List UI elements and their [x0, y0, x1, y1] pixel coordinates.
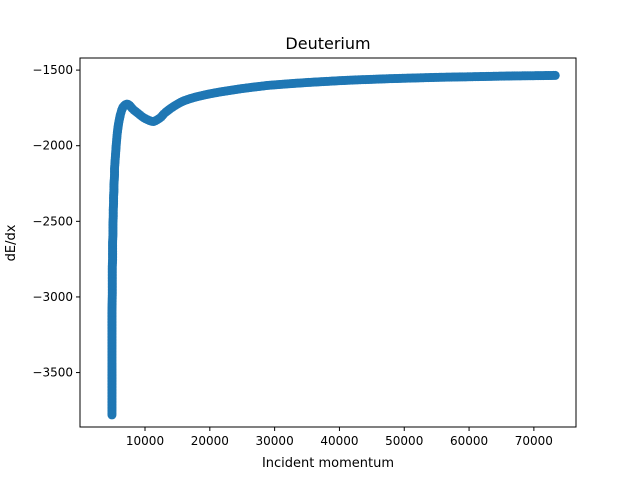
x-tick-label: 50000 [385, 434, 423, 448]
data-point [529, 71, 539, 81]
x-tick-label: 20000 [191, 434, 229, 448]
data-point [276, 79, 286, 89]
data-point [415, 73, 425, 83]
data-point [289, 78, 299, 88]
data-point [107, 289, 117, 299]
x-tick-label: 10000 [126, 434, 164, 448]
data-point [550, 70, 560, 80]
x-axis-label: Incident momentum [262, 456, 394, 471]
y-tick-label: −2500 [32, 214, 73, 228]
data-point [480, 71, 490, 81]
data-point [108, 238, 118, 247]
data-point [302, 77, 312, 87]
x-tick-label: 60000 [450, 434, 488, 448]
data-point [107, 315, 117, 325]
chart-title: Deuterium [285, 34, 370, 53]
data-point [399, 73, 409, 83]
x-tick-label: 40000 [320, 434, 358, 448]
data-point [496, 71, 506, 81]
data-point [108, 247, 118, 257]
plot-background [80, 58, 576, 427]
data-point [107, 330, 117, 340]
y-axis-label: dE/dx [4, 224, 19, 261]
y-axis-ticks: −3500 −3000 −2500 −2000 −1500 [32, 63, 80, 380]
data-point [542, 71, 552, 81]
data-point [107, 262, 117, 272]
data-point [250, 82, 260, 92]
data-point [432, 72, 442, 82]
data-point [107, 410, 117, 420]
x-tick-label: 70000 [515, 434, 553, 448]
data-point [205, 89, 215, 99]
data-point [215, 87, 225, 97]
y-tick-label: −1500 [32, 63, 73, 77]
data-points [107, 70, 560, 420]
data-point [107, 307, 117, 317]
x-tick-label: 30000 [256, 434, 294, 448]
data-point [318, 77, 328, 87]
y-tick-label: −3000 [32, 290, 73, 304]
data-point [351, 75, 361, 85]
data-point [383, 74, 393, 84]
data-point [224, 86, 234, 96]
data-point [513, 71, 523, 81]
data-point [334, 76, 344, 86]
plot-frame [79, 57, 577, 428]
x-axis-ticks: 10000 20000 30000 40000 50000 60000 70000 [126, 427, 553, 448]
data-point [464, 72, 474, 82]
data-point [448, 72, 458, 82]
data-point [108, 254, 118, 264]
y-tick-label: −3500 [32, 366, 73, 380]
data-point [263, 80, 273, 90]
data-point [237, 84, 247, 94]
data-point [367, 74, 377, 84]
data-point [107, 277, 117, 287]
data-point [108, 212, 118, 222]
y-tick-label: −2000 [32, 139, 73, 153]
